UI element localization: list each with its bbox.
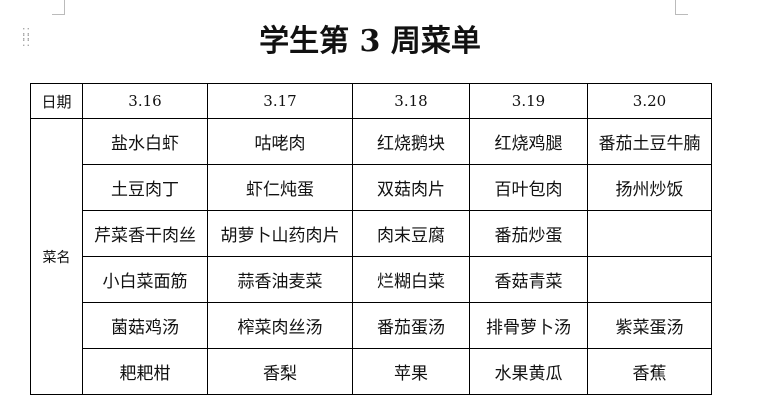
table-row: 耙耙柑 香梨 苹果 水果黄瓜 香蕉 xyxy=(31,348,712,395)
dish-cell: 耙耙柑 xyxy=(82,348,208,395)
dish-cell: 双菇肉片 xyxy=(352,164,470,211)
dish-cell: 盐水白虾 xyxy=(82,118,208,165)
table-row: 菌菇鸡汤 榨菜肉丝汤 番茄蛋汤 排骨萝卜汤 紫菜蛋汤 xyxy=(31,302,712,349)
dish-cell: 榨菜肉丝汤 xyxy=(207,302,353,349)
dish-cell: 红烧鸡腿 xyxy=(469,118,588,165)
dish-cell: 菌菇鸡汤 xyxy=(82,302,208,349)
dish-cell: 香梨 xyxy=(207,348,353,395)
date-cell: 3.16 xyxy=(82,83,208,119)
dish-label: 菜名 xyxy=(30,118,83,395)
dish-cell: 扬州炒饭 xyxy=(587,164,712,211)
dish-cell xyxy=(587,210,712,257)
date-cell: 3.18 xyxy=(352,83,470,119)
menu-table: 日期 3.16 3.17 3.18 3.19 3.20 菜名 盐水白虾 咕咾肉 红烧鹅… xyxy=(30,83,712,395)
dish-cell: 土豆肉丁 xyxy=(82,164,208,211)
dish-cell: 虾仁炖蛋 xyxy=(207,164,353,211)
document-title: 学生第 3 周菜单 xyxy=(259,24,481,59)
dish-cell: 百叶包肉 xyxy=(469,164,588,211)
page-corner-mark-right xyxy=(675,0,688,15)
dish-cell: 香蕉 xyxy=(587,348,712,395)
date-label: 日期 xyxy=(30,83,83,119)
dish-cell: 咕咾肉 xyxy=(207,118,353,165)
dish-cell: 紫菜蛋汤 xyxy=(587,302,712,349)
dish-cell: 芹菜香干肉丝 xyxy=(82,210,208,257)
table-drag-handle-icon[interactable]: ⁚⁚ ⁚⁚ ⁚⁚ xyxy=(22,26,31,49)
date-cell: 3.19 xyxy=(469,83,588,119)
dish-cell: 番茄蛋汤 xyxy=(352,302,470,349)
date-cell: 3.17 xyxy=(207,83,353,119)
page-corner-mark-left xyxy=(52,0,65,15)
dish-cell: 胡萝卜山药肉片 xyxy=(207,210,353,257)
dish-cell: 小白菜面筋 xyxy=(82,256,208,303)
dish-cell: 番茄土豆牛腩 xyxy=(587,118,712,165)
table-row: 土豆肉丁 虾仁炖蛋 双菇肉片 百叶包肉 扬州炒饭 xyxy=(31,164,712,211)
dish-cell: 肉末豆腐 xyxy=(352,210,470,257)
header-row: 日期 3.16 3.17 3.18 3.19 3.20 xyxy=(30,83,712,119)
date-cell: 3.20 xyxy=(587,83,712,119)
dish-cell xyxy=(587,256,712,303)
dish-cell: 蒜香油麦菜 xyxy=(207,256,353,303)
dish-cell: 水果黄瓜 xyxy=(469,348,588,395)
dish-cell: 红烧鹅块 xyxy=(352,118,470,165)
table-row: 菜名 盐水白虾 咕咾肉 红烧鹅块 红烧鸡腿 番茄土豆牛腩 xyxy=(30,118,712,395)
dish-cell: 排骨萝卜汤 xyxy=(469,302,588,349)
dish-cell: 烂糊白菜 xyxy=(352,256,470,303)
table-row: 小白菜面筋 蒜香油麦菜 烂糊白菜 香菇青菜 xyxy=(31,256,712,303)
dish-cell: 苹果 xyxy=(352,348,470,395)
dish-cell: 番茄炒蛋 xyxy=(469,210,588,257)
table-row: 芹菜香干肉丝 胡萝卜山药肉片 肉末豆腐 番茄炒蛋 xyxy=(31,210,712,257)
dish-cell: 香菇青菜 xyxy=(469,256,588,303)
